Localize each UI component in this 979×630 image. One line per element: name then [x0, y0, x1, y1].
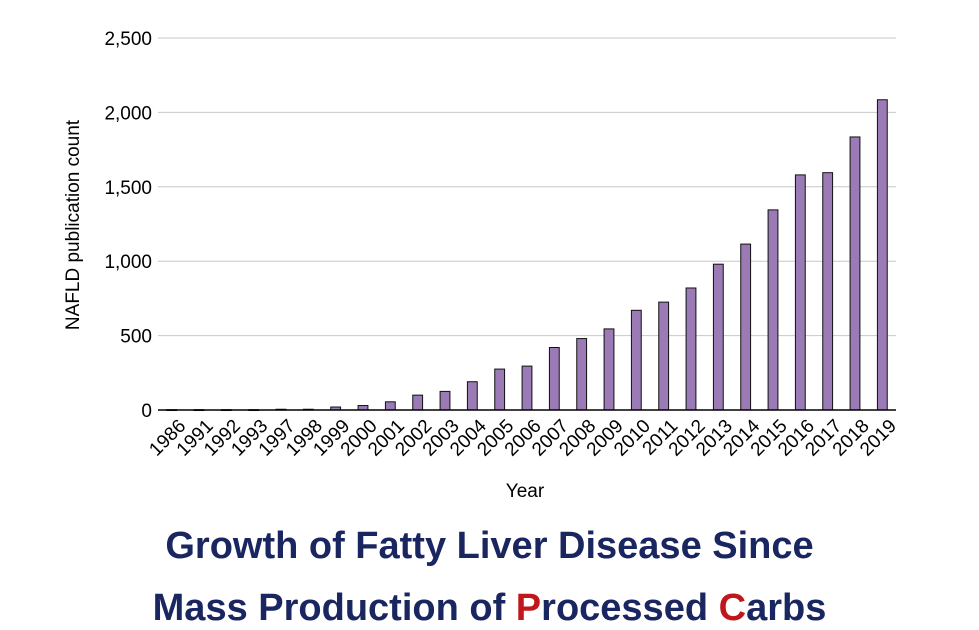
x-axis-label: Year: [506, 481, 545, 502]
y-tick-label: 2,000: [104, 103, 152, 124]
bar-2016: [794, 174, 806, 411]
bar-2003: [439, 390, 451, 411]
bar-2012: [685, 287, 697, 411]
bar-2002: [412, 394, 424, 411]
caption-part-b: rocessed: [541, 587, 719, 629]
bar-2011: [658, 301, 670, 411]
bar-2007: [548, 347, 560, 411]
bars: [166, 99, 888, 412]
y-tick-label: 1,000: [104, 252, 152, 273]
y-tick-label: 2,500: [104, 29, 152, 50]
caption-highlight-c: C: [718, 587, 747, 629]
bar-2017: [822, 172, 834, 411]
caption-line-2: Mass Production of Processed Carbs: [0, 589, 979, 627]
bar-2008: [576, 338, 588, 411]
bar-2019: [876, 99, 888, 411]
bar-chart: 0 500 1,000 1,500 2,000 2,500 198619911992199…: [63, 29, 901, 502]
bar-2010: [630, 309, 642, 411]
bar-2001: [384, 401, 396, 411]
gridlines: [158, 37, 896, 337]
bar-2015: [767, 209, 779, 411]
bar-2018: [849, 136, 861, 411]
y-tick-label: 0: [141, 401, 152, 422]
y-tick-label: 1,500: [104, 178, 152, 199]
y-axis-label: NAFLD publication count: [63, 119, 84, 330]
bar-2004: [466, 381, 478, 411]
bar-2013: [712, 263, 724, 411]
bar-2009: [603, 328, 615, 411]
caption-part-d: arbs: [746, 587, 827, 629]
x-axis-ticks: 1986199119921993199719981999200020012002…: [146, 415, 901, 460]
bar-2006: [521, 365, 533, 411]
caption-highlight-p: P: [515, 587, 542, 629]
caption-line-1: Growth of Fatty Liver Disease Since: [165, 525, 814, 567]
caption-part-a: Mass Production of: [152, 587, 516, 629]
bar-2005: [494, 368, 506, 411]
y-axis-ticks: 0 500 1,000 1,500 2,000 2,500: [104, 29, 152, 422]
y-tick-label: 500: [120, 327, 152, 348]
bar-2014: [740, 243, 752, 411]
